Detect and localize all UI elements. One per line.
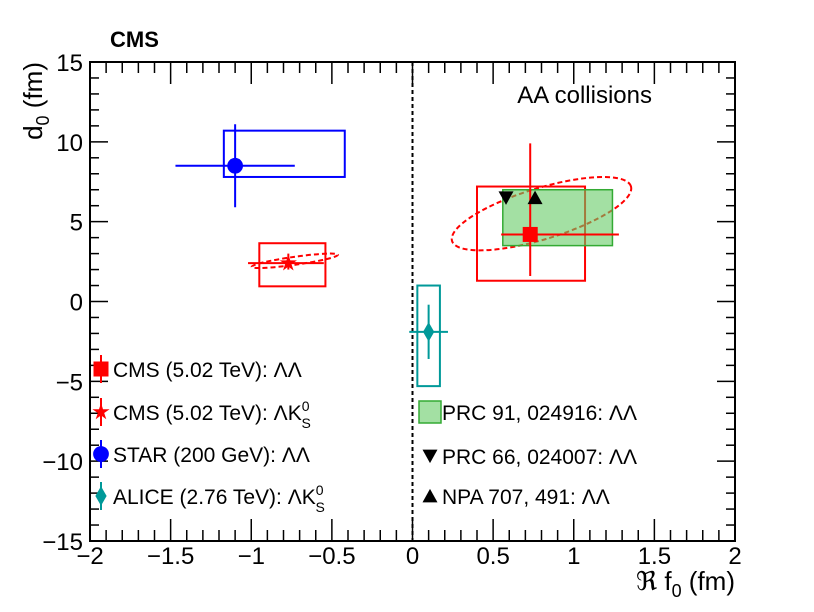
legend-label-sup: 0 xyxy=(302,398,310,414)
model-box-4 xyxy=(503,190,613,246)
legend-label-main: ALICE (2.76 TeV): ΛK xyxy=(113,486,316,509)
legend-label-main: PRC 91, 024916: ΛΛ xyxy=(442,402,637,425)
legend-marker-5 xyxy=(423,450,438,464)
x-tick-label: 1 xyxy=(567,543,580,570)
y-tick-label: −5 xyxy=(56,369,83,396)
y-tick-label: 10 xyxy=(56,130,83,157)
y-tick-label: 15 xyxy=(56,50,83,77)
syst-box-1 xyxy=(259,243,325,286)
y-tick-label: −10 xyxy=(42,449,83,476)
legend-label-1: CMS (5.02 TeV): ΛK0 S xyxy=(113,398,311,431)
y-tick-label: −15 xyxy=(42,529,83,556)
legend-marker-0 xyxy=(94,362,109,377)
x-axis-title-main: ℜ f xyxy=(636,566,672,596)
legend-label-2: STAR (200 GeV): ΛΛ xyxy=(113,444,310,467)
legend-marker-6 xyxy=(423,489,438,503)
legend-label-main: CMS (5.02 TeV): ΛΛ xyxy=(113,359,302,382)
legend-label-6: NPA 707, 491: ΛΛ xyxy=(442,486,610,509)
legend-label-main: STAR (200 GeV): ΛΛ xyxy=(113,444,310,467)
x-axis-title-unit: (fm) xyxy=(682,566,735,596)
legend-label-main: NPA 707, 491: ΛΛ xyxy=(442,486,610,509)
x-tick-label: −1.5 xyxy=(147,543,194,570)
legend-label-3: ALICE (2.76 TeV): ΛK0 S xyxy=(113,482,325,515)
y-axis-title-unit: (fm) xyxy=(18,62,48,115)
data-point-2 xyxy=(227,158,243,174)
legend-label-main: PRC 66, 024007: ΛΛ xyxy=(442,446,637,469)
legend-marker-2 xyxy=(93,446,109,462)
y-axis-title-sub: 0 xyxy=(33,115,53,125)
legend-label-5: PRC 66, 024007: ΛΛ xyxy=(442,446,637,469)
legend-marker-3 xyxy=(95,486,106,506)
y-tick-label: 5 xyxy=(70,210,83,237)
y-axis-title-group: d0 (fm) xyxy=(18,62,53,140)
legend-swatch-4 xyxy=(419,401,441,423)
experiment-label: CMS xyxy=(110,27,159,52)
syst-box-2 xyxy=(224,131,345,177)
annotation-text: AA collisions xyxy=(517,82,652,109)
legend-label-0: CMS (5.02 TeV): ΛΛ xyxy=(113,359,302,382)
x-tick-label: 0 xyxy=(406,543,419,570)
systematic-boxes xyxy=(224,131,639,386)
legend-label-sub: S xyxy=(316,499,325,515)
legend-label-sub: S xyxy=(302,415,311,431)
x-tick-label: −0.5 xyxy=(308,543,355,570)
legend-label-4: PRC 91, 024916: ΛΛ xyxy=(442,402,637,425)
y-tick-label: 0 xyxy=(70,290,83,317)
chart: −2 −1.5 −1 −0.5 0 0.5 1 1.5 2−15−10−5051015 CMS … xyxy=(0,0,814,612)
x-tick-label: 0.5 xyxy=(476,543,509,570)
x-tick-label: −1 xyxy=(238,543,265,570)
y-axis-title-main: d xyxy=(18,125,48,139)
legend-label-sup: 0 xyxy=(316,482,324,498)
x-axis-title: ℜ f0 (fm) xyxy=(636,566,735,601)
data-point-0 xyxy=(523,227,538,242)
legend-label-main: CMS (5.02 TeV): ΛK xyxy=(113,402,302,425)
y-axis-title: d0 (fm) xyxy=(18,62,53,140)
data-point-3 xyxy=(423,322,434,342)
x-axis-title-sub: 0 xyxy=(672,581,682,601)
